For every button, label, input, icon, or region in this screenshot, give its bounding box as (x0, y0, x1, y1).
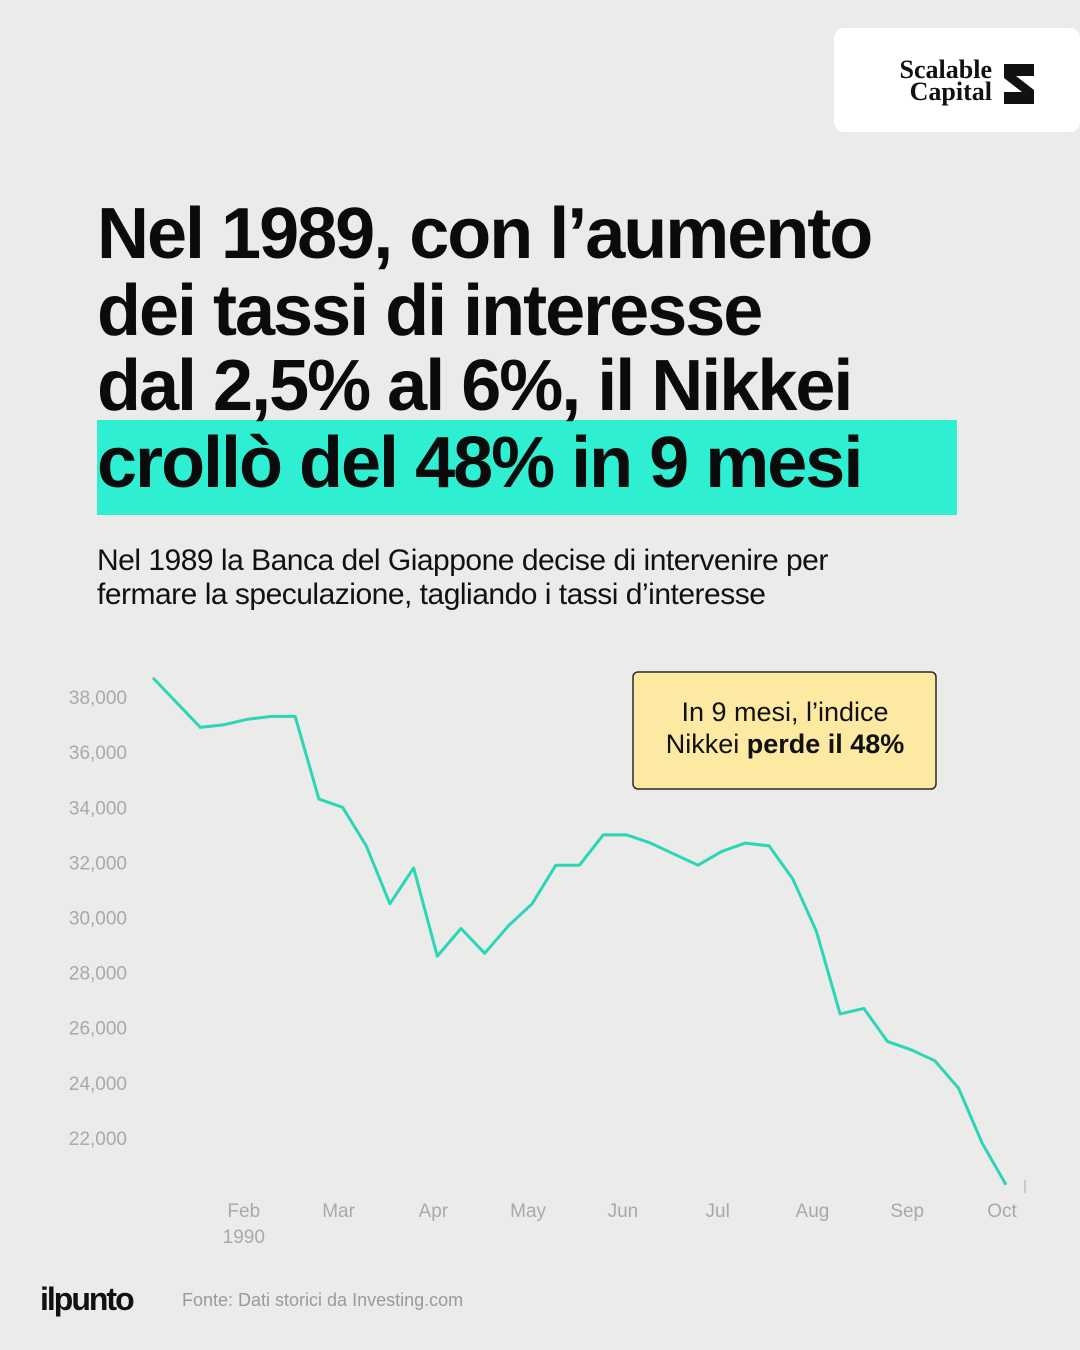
annotation-text: Nikkei perde il 48% (666, 729, 905, 759)
brand: ilpunto (40, 1281, 134, 1317)
y-tick-label: 22,000 (69, 1129, 127, 1150)
y-tick-label: 28,000 (69, 964, 127, 985)
x-tick-label: Oct (987, 1201, 1017, 1222)
y-tick-label: 34,000 (69, 798, 127, 819)
subtitle-line: Nel 1989 la Banca del Giappone decise di… (97, 544, 828, 577)
subtitle-line: fermare la speculazione, tagliando i tas… (97, 578, 765, 611)
x-tick-label: Sep (890, 1201, 924, 1222)
annotation-bold: perde il 48% (747, 729, 905, 759)
data-line (151, 676, 1008, 1186)
annotation-text: In 9 mesi, l’indice (681, 697, 888, 727)
annotation-box (632, 671, 937, 790)
x-tick-label: Mar (322, 1201, 355, 1222)
title-line: dei tassi di interesse (97, 271, 761, 351)
x-tick-label: Apr (419, 1201, 449, 1222)
y-tick-label: 38,000 (69, 688, 127, 709)
title-line: dal 2,5% al 6%, il Nikkei (97, 346, 851, 426)
chart: 22,000 24,000 26,000 28,000 30,000 32,000 34,0… (69, 676, 1026, 1248)
title-line: Nel 1989, con l’aumento (97, 194, 871, 274)
logo-text: Scalable (900, 55, 992, 84)
logo-card (834, 28, 1080, 132)
y-tick-label: 36,000 (69, 743, 127, 764)
y-tick-label: 24,000 (69, 1074, 127, 1095)
x-tick-label: May (510, 1201, 546, 1222)
x-tick-label: Jun (608, 1201, 639, 1222)
x-tick-label: Feb (227, 1201, 260, 1222)
y-tick-label: 32,000 (69, 853, 127, 874)
title-highlight (97, 420, 957, 515)
x-tick-label: Jul (706, 1201, 730, 1222)
x-tick-label: Aug (796, 1201, 830, 1222)
annotation-text: Nikkei (666, 729, 747, 759)
y-tick-label: 26,000 (69, 1019, 127, 1040)
source: Fonte: Dati storici da Investing.com (182, 1290, 463, 1310)
title-line: crollò del 48% in 9 mesi (97, 423, 861, 503)
y-tick-label: 30,000 (69, 909, 127, 930)
logo-text: Capital (910, 77, 992, 106)
x-year-label: 1990 (223, 1227, 265, 1248)
logo-icon (1004, 64, 1034, 104)
